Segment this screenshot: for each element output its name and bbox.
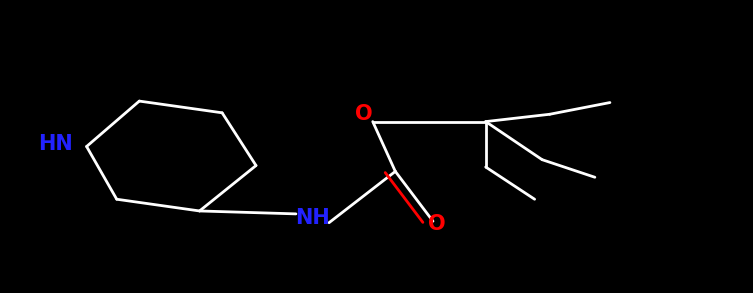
Text: NH: NH (295, 208, 330, 228)
Text: O: O (355, 104, 373, 124)
Text: HN: HN (38, 134, 73, 154)
Text: O: O (428, 214, 446, 234)
